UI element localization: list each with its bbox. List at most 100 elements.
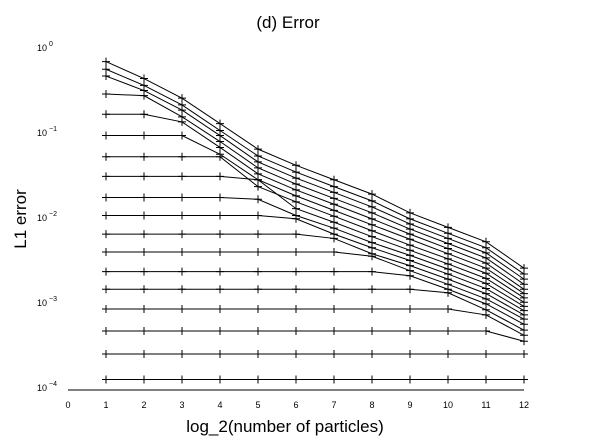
data-point-marker [102,65,110,74]
data-point-marker [292,168,300,177]
data-point-marker [102,193,110,202]
series-9 [102,211,528,315]
data-point-marker [178,304,186,313]
data-point-marker [330,285,338,294]
data-point-marker [216,350,224,359]
x-tick-label: 0 [65,400,70,410]
data-point-marker [368,285,376,294]
data-point-marker [102,72,110,81]
data-point-marker [216,193,224,202]
data-point-marker [254,285,262,294]
data-point-marker [102,267,110,276]
x-tick-label: 2 [141,400,146,410]
data-point-marker [406,304,414,313]
series-line [106,251,525,320]
data-point-marker [406,285,414,294]
data-point-marker [368,304,376,313]
series-line [106,113,525,290]
data-point-marker [178,172,186,181]
y-tick-label: 10 −3 [37,296,57,308]
data-point-marker [140,74,148,83]
series-8 [102,230,528,319]
data-point-marker [102,375,110,384]
y-tick-label: 10 −1 [37,126,57,138]
data-point-marker [292,230,300,239]
data-point-marker [292,211,300,220]
data-point-marker [254,151,262,160]
series-2 [102,350,528,359]
series-line [106,308,525,336]
series-6 [102,267,528,329]
series-11 [102,172,528,307]
data-point-marker [216,267,224,276]
y-axis-label: L1 error [11,189,30,249]
data-point-marker [216,150,224,159]
x-axis-label: log_2(number of particles) [186,417,383,436]
data-point-marker [178,285,186,294]
data-point-marker [216,230,224,239]
data-point-marker [178,211,186,220]
data-point-marker [102,110,110,119]
data-point-marker [444,375,452,384]
data-point-marker [330,267,338,276]
x-tick-label: 1 [103,400,108,410]
data-point-marker [254,182,262,191]
x-axis-ticks: 0 1 2 3 4 5 6 7 8 9 10 11 12 [65,400,529,410]
data-point-marker [140,267,148,276]
data-point-marker [140,131,148,140]
data-point-marker [292,204,300,213]
data-point-marker [254,350,262,359]
data-point-marker [292,350,300,359]
data-point-marker [482,350,490,359]
data-point-marker [102,327,110,336]
series-line [105,61,525,269]
data-point-marker [140,327,148,336]
data-point-marker [254,327,262,336]
data-point-marker [330,175,338,184]
x-tick-label: 3 [179,400,184,410]
series-line [106,271,525,325]
series-line [106,288,525,331]
series-18 [102,57,528,273]
data-point-marker [140,375,148,384]
data-point-marker [178,327,186,336]
data-point-marker [292,248,300,257]
data-point-marker [216,248,224,257]
data-point-marker [178,100,186,109]
data-point-marker [330,350,338,359]
data-point-marker [140,350,148,359]
x-tick-label: 9 [407,400,412,410]
data-point-marker [102,304,110,313]
series-14 [102,110,528,294]
data-point-marker [102,248,110,257]
data-point-marker [292,285,300,294]
data-point-marker [292,161,300,170]
data-point-marker [254,267,262,276]
data-point-marker [216,304,224,313]
data-point-marker [178,267,186,276]
data-point-marker [178,350,186,359]
data-point-marker [292,267,300,276]
data-point-marker [330,304,338,313]
data-point-marker [330,375,338,384]
data-point-marker [406,208,414,217]
data-point-marker [520,264,528,273]
series-line [105,75,525,280]
data-point-marker [368,190,376,199]
data-point-marker [216,119,224,128]
x-tick-label: 6 [293,400,298,410]
data-point-marker [444,304,452,313]
data-point-marker [292,327,300,336]
data-point-marker [330,248,338,257]
data-point-marker [140,304,148,313]
data-point-marker [254,211,262,220]
x-tick-label: 5 [255,400,260,410]
series-7 [102,248,528,324]
data-point-marker [368,350,376,359]
data-point-marker [368,267,376,276]
data-point-marker [102,131,110,140]
x-tick-label: 12 [519,400,529,410]
series-line [106,156,525,299]
